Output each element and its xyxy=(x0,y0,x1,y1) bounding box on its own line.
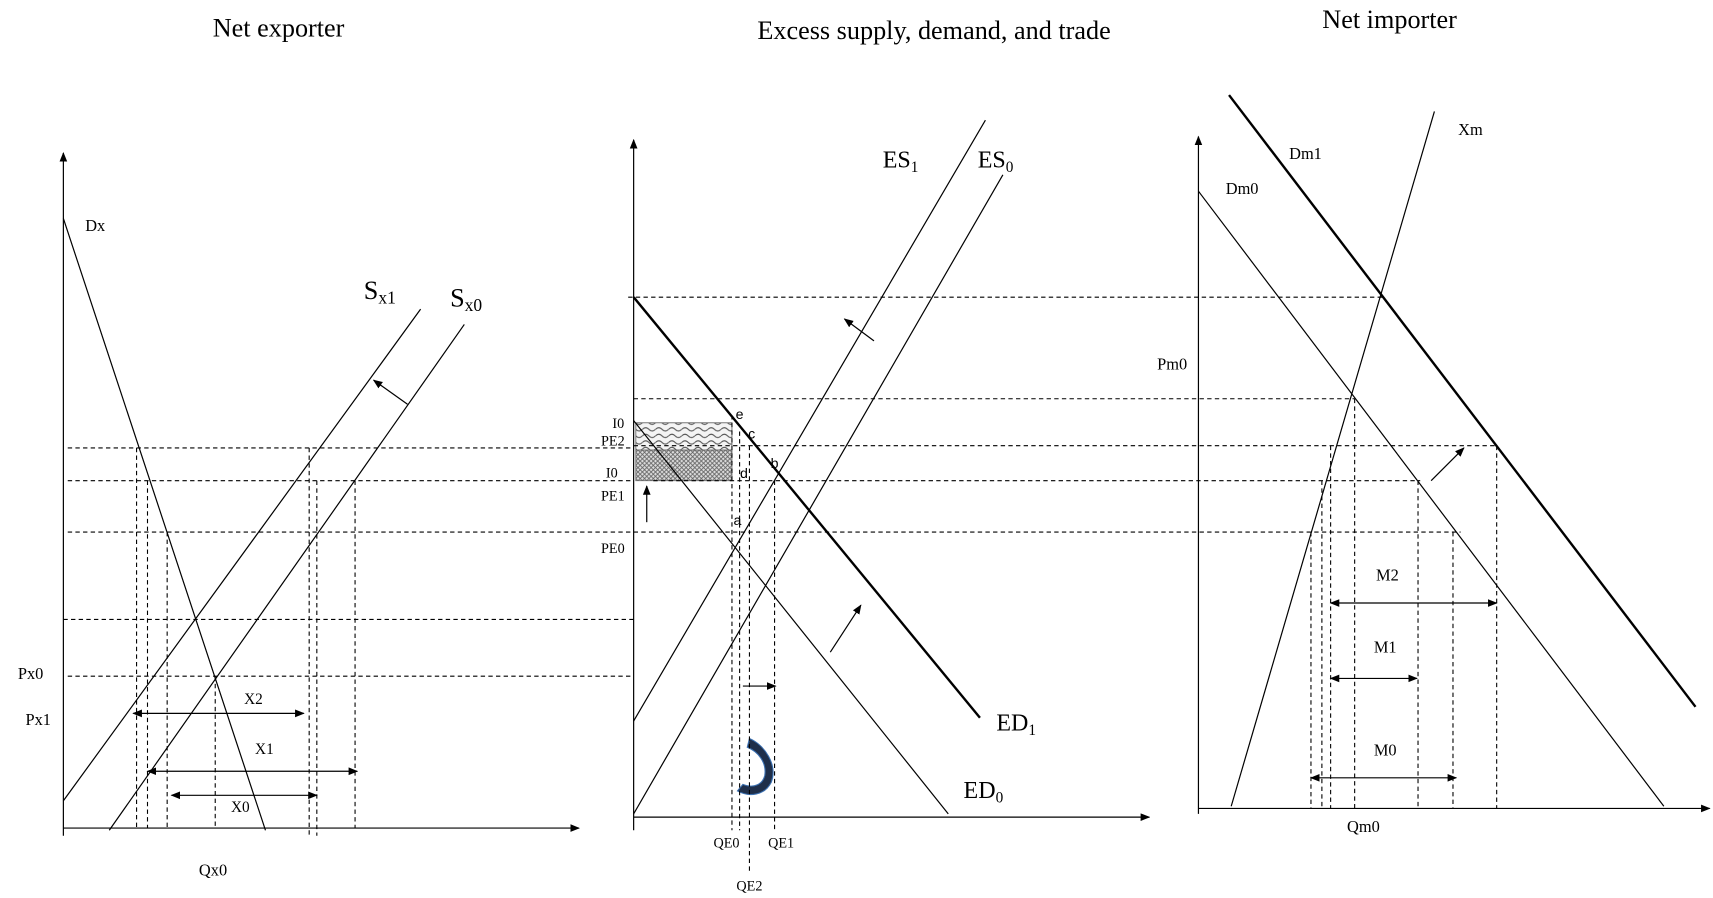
curve xyxy=(1230,111,1435,807)
label: X0 xyxy=(231,799,250,816)
curve xyxy=(62,218,267,831)
label: PE2 xyxy=(601,434,625,450)
label: Px1 xyxy=(26,710,51,729)
label: b xyxy=(771,456,779,472)
label-subscript: 0 xyxy=(996,789,1004,806)
label: M2 xyxy=(1376,566,1399,585)
label: ES0 xyxy=(978,147,1014,176)
label-base: ED xyxy=(964,778,996,804)
label: e xyxy=(736,407,744,423)
label-subscript: x1 xyxy=(378,287,395,307)
label: Net importer xyxy=(1322,5,1457,34)
curve xyxy=(108,324,465,831)
curve xyxy=(633,119,986,722)
curve xyxy=(633,174,1004,815)
label: d xyxy=(740,466,748,482)
label: Px0 xyxy=(18,664,43,683)
label: Qm0 xyxy=(1347,817,1380,836)
label: Sx1 xyxy=(364,276,396,308)
curve xyxy=(1197,190,1665,807)
label: c xyxy=(748,427,755,443)
label: Excess supply, demand, and trade xyxy=(757,16,1110,45)
label: Dx xyxy=(85,216,105,235)
label-base: S xyxy=(450,283,465,312)
label-base: S xyxy=(364,276,379,305)
label-subscript: 1 xyxy=(1028,721,1036,738)
label: M1 xyxy=(1374,638,1397,657)
label: Dm1 xyxy=(1289,144,1322,163)
label: ED1 xyxy=(996,710,1036,739)
curve xyxy=(62,308,422,802)
label: PE0 xyxy=(601,541,625,557)
shift-arrow xyxy=(829,604,862,653)
shift-arrow xyxy=(372,379,408,405)
label: M0 xyxy=(1374,740,1397,759)
label-base: ED xyxy=(996,710,1028,736)
curved-arrow xyxy=(736,737,774,796)
label: Pm0 xyxy=(1157,355,1187,374)
label: X1 xyxy=(255,741,274,758)
label: Sx0 xyxy=(450,283,482,315)
curve xyxy=(632,296,981,719)
label: ED0 xyxy=(964,778,1004,807)
label: ES1 xyxy=(883,147,919,176)
label: PE1 xyxy=(601,488,625,504)
label: I0 xyxy=(612,416,624,432)
label: I0 xyxy=(606,465,618,481)
curve xyxy=(633,420,949,815)
shift-arrow xyxy=(1430,447,1465,482)
label: a xyxy=(733,513,741,529)
curve xyxy=(1228,94,1697,708)
label: Dm0 xyxy=(1226,179,1259,198)
label: Net exporter xyxy=(213,14,345,43)
label-subscript: x0 xyxy=(465,295,483,315)
label-base: ES xyxy=(883,147,911,173)
label-subscript: 0 xyxy=(1006,159,1014,176)
label: QE2 xyxy=(736,878,762,894)
label: Xm xyxy=(1458,120,1483,139)
label: X2 xyxy=(244,691,263,708)
label: QE0 xyxy=(713,836,739,852)
shift-arrow xyxy=(843,318,875,342)
label-subscript: 1 xyxy=(911,159,919,176)
label: QE1 xyxy=(768,836,794,852)
label: Qx0 xyxy=(199,861,227,880)
hatched-area xyxy=(635,449,733,482)
label-base: ES xyxy=(978,147,1006,173)
